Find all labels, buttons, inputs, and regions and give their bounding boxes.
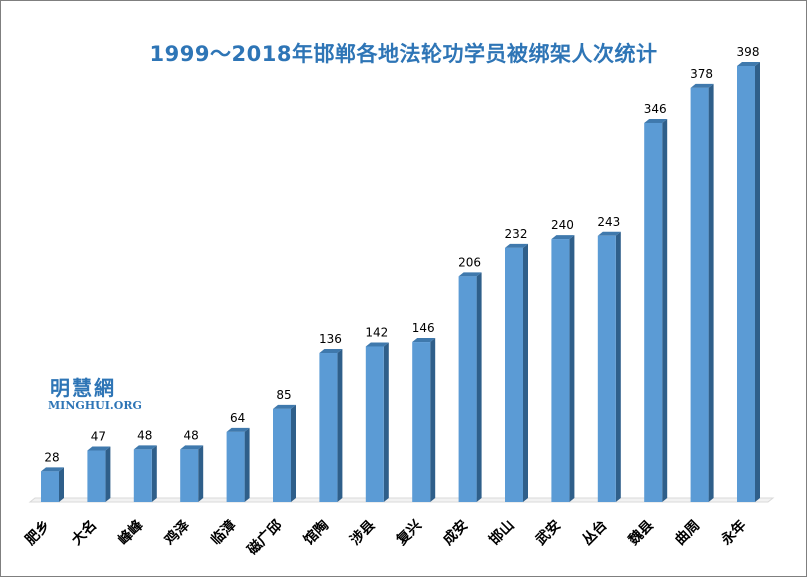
bar-group: 47 大名 bbox=[68, 430, 111, 549]
category-label: 峰峰 bbox=[115, 516, 148, 549]
bar-group: 206 成安 bbox=[439, 255, 482, 549]
category-label: 磁广邱 bbox=[244, 517, 286, 559]
data-label: 28 bbox=[44, 450, 59, 464]
bar-top bbox=[412, 338, 436, 343]
bar bbox=[505, 247, 523, 502]
bar bbox=[412, 342, 431, 502]
data-label: 142 bbox=[365, 325, 388, 339]
bar-group: 378 曲周 bbox=[671, 67, 714, 549]
data-label: 48 bbox=[137, 428, 152, 442]
bar bbox=[597, 235, 616, 502]
bar-group: 398 永年 bbox=[717, 45, 760, 549]
bar-group: 48 峰峰 bbox=[115, 428, 157, 548]
data-label: 85 bbox=[276, 388, 291, 402]
bar-side bbox=[198, 445, 204, 502]
bar-top bbox=[133, 445, 157, 450]
bar bbox=[690, 87, 709, 502]
data-label: 47 bbox=[91, 430, 106, 444]
category-label: 武安 bbox=[532, 517, 564, 549]
category-label: 涉县 bbox=[347, 517, 379, 549]
bar bbox=[737, 66, 755, 502]
data-label: 136 bbox=[319, 332, 342, 346]
bar-side bbox=[151, 445, 157, 502]
bar-top bbox=[458, 272, 482, 277]
bar-top bbox=[644, 118, 668, 123]
bar bbox=[226, 431, 245, 502]
bar-group: 136 馆陶 bbox=[300, 332, 343, 549]
watermark-logo-english: MINGHUI.ORG bbox=[48, 399, 142, 412]
bar-group: 146 复兴 bbox=[392, 321, 436, 550]
bar-top bbox=[273, 404, 296, 409]
bar bbox=[319, 353, 338, 502]
bar-side bbox=[755, 62, 760, 502]
watermark-logo-chinese: 明慧網 bbox=[50, 376, 116, 400]
category-label: 永年 bbox=[717, 517, 750, 550]
category-label: 丛台 bbox=[579, 517, 611, 549]
bar-top bbox=[319, 349, 343, 354]
category-label: 鸡泽 bbox=[160, 517, 193, 550]
bar-side bbox=[569, 235, 575, 502]
category-label: 临漳 bbox=[207, 517, 239, 549]
bar-top bbox=[180, 445, 204, 450]
data-label: 48 bbox=[184, 428, 199, 442]
bar bbox=[180, 449, 199, 502]
data-label: 243 bbox=[597, 215, 620, 229]
data-label: 346 bbox=[644, 102, 667, 116]
bar-side bbox=[337, 349, 343, 502]
bar bbox=[133, 449, 152, 502]
bar-group: 142 涉县 bbox=[347, 325, 389, 548]
bar-side bbox=[430, 338, 436, 502]
data-label: 398 bbox=[737, 45, 760, 59]
bar-side bbox=[291, 404, 296, 502]
bar-group: 28 肥乡 bbox=[23, 450, 64, 548]
bar-side bbox=[105, 446, 111, 502]
bar-top bbox=[690, 83, 714, 88]
bar-top bbox=[87, 446, 111, 451]
bar-side bbox=[59, 467, 64, 502]
bar bbox=[41, 471, 59, 502]
bar bbox=[273, 408, 291, 502]
bar-top bbox=[737, 62, 760, 66]
bar bbox=[87, 450, 106, 502]
data-label: 64 bbox=[230, 411, 245, 425]
bar bbox=[551, 239, 570, 502]
data-label: 378 bbox=[690, 67, 713, 81]
data-label: 206 bbox=[458, 255, 481, 269]
category-label: 邯山 bbox=[486, 517, 518, 549]
category-label: 肥乡 bbox=[23, 517, 54, 548]
data-label: 240 bbox=[551, 218, 574, 232]
bar-top bbox=[365, 342, 389, 347]
bar-side bbox=[523, 243, 528, 502]
bar-side bbox=[662, 118, 668, 503]
bar-top bbox=[551, 235, 575, 240]
category-label: 复兴 bbox=[392, 517, 425, 550]
bar-side bbox=[383, 342, 389, 502]
bar-side bbox=[708, 83, 714, 502]
data-label: 146 bbox=[412, 321, 435, 335]
bar-side bbox=[476, 272, 482, 502]
data-label: 232 bbox=[505, 227, 528, 241]
bar-side bbox=[615, 231, 621, 502]
bar-top bbox=[505, 243, 528, 248]
category-label: 曲周 bbox=[671, 517, 703, 549]
bar-side bbox=[244, 427, 250, 502]
bar bbox=[644, 122, 663, 503]
bar-group: 48 鸡泽 bbox=[160, 428, 204, 550]
bar-group: 64 临漳 bbox=[207, 411, 250, 549]
bar-group: 85 磁广邱 bbox=[244, 388, 296, 558]
chart-title: 1999～2018年邯郸各地法轮功学员被绑架人次统计 bbox=[149, 42, 658, 66]
category-label: 魏县 bbox=[624, 517, 657, 550]
category-label: 大名 bbox=[68, 517, 100, 549]
bar bbox=[458, 276, 477, 502]
bar-top bbox=[226, 427, 250, 432]
bar-top bbox=[41, 467, 64, 472]
bar-group: 346 魏县 bbox=[624, 102, 668, 550]
category-label: 成安 bbox=[439, 517, 471, 549]
bar-top bbox=[597, 231, 621, 236]
category-label: 馆陶 bbox=[300, 517, 332, 549]
bar bbox=[365, 346, 384, 502]
